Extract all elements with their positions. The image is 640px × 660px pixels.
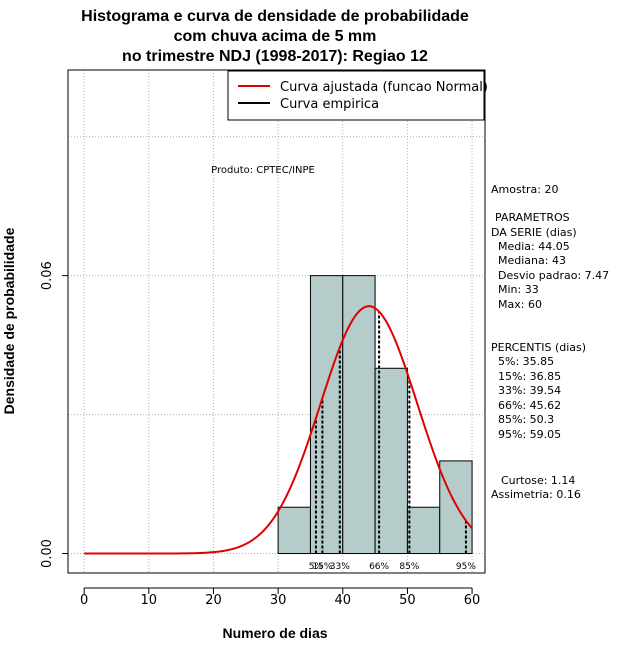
stat-p15: 15%: 36.85 [498,370,561,383]
stat-mediana: Mediana: 43 [498,254,566,267]
x-tick-label: 10 [141,593,158,608]
percentile-label: 5% [309,562,324,572]
legend: Curva ajustada (funcao Normal) Curva emp… [227,70,488,121]
x-tick-label: 0 [80,593,88,608]
stat-param-title-2: DA SERIE (dias) [491,226,577,239]
histogram-bar [406,506,441,555]
y-tick-label: 0.00 [40,539,55,568]
percentile-markers: 5%15%33% 66% 85% 95% [309,311,476,572]
stat-amostra: Amostra: 20 [491,183,558,196]
stat-curtose: Curtose: 1.14 [501,474,575,487]
percentile-label: 66% [369,562,389,572]
histogram-bar [342,275,376,555]
normal-fit-curve [84,305,473,555]
x-tick-label: 40 [334,593,351,608]
axes: 0 10 20 30 40 50 60 0.00 0.06 [40,261,480,608]
percentile-label: 85% [399,562,419,572]
x-tick-label: 60 [464,593,481,608]
stat-min: Min: 33 [498,283,539,296]
x-tick-label: 50 [399,593,416,608]
stat-assimetria: Assimetria: 0.16 [491,488,581,501]
product-annotation: Produto: CPTEC/INPE [211,165,315,176]
legend-box [227,70,485,121]
x-tick-label: 20 [205,593,222,608]
stat-p5: 5%: 35.85 [498,355,554,368]
stat-p33: 33%: 39.54 [498,384,561,397]
percentile-label: 33% [330,562,350,572]
x-tick-label: 30 [270,593,287,608]
histogram-bar [374,367,408,555]
legend-label-fit: Curva ajustada (funcao Normal) [280,80,488,95]
percentile-label: 95% [456,562,476,572]
histogram-bars [277,275,473,555]
statistics-panel: Amostra: 20 PARAMETROS DA SERIE (dias) M… [491,183,609,501]
histogram-bar [277,506,311,555]
legend-label-empirical: Curva empirica [280,97,379,112]
stat-p85: 85%: 50.3 [498,413,554,426]
chart-title-line-1: Histograma e curva de densidade de proba… [81,8,469,25]
x-axis-label: Numero de dias [222,625,327,641]
histogram-bar [439,460,473,555]
stat-pct-title: PERCENTIS (dias) [491,341,586,354]
grid [68,70,485,573]
chart-title-line-2: com chuva acima de 5 mm [174,28,377,45]
stat-p95: 95%: 59.05 [498,428,561,441]
curves [84,305,473,555]
stat-param-title-1: PARAMETROS [495,211,570,224]
percentile-label: 15% [312,562,332,572]
stat-desvio: Desvio padrao: 7.47 [498,269,609,282]
stat-max: Max: 60 [498,298,542,311]
chart-title-line-3: no trimestre NDJ (1998-2017): Regiao 12 [122,48,428,65]
stat-p66: 66%: 45.62 [498,399,561,412]
y-axis-label: Densidade de probabilidade [1,227,17,414]
stat-media: Media: 44.05 [498,240,570,253]
y-tick-label: 0.06 [40,261,55,290]
plot-frame [67,69,486,574]
